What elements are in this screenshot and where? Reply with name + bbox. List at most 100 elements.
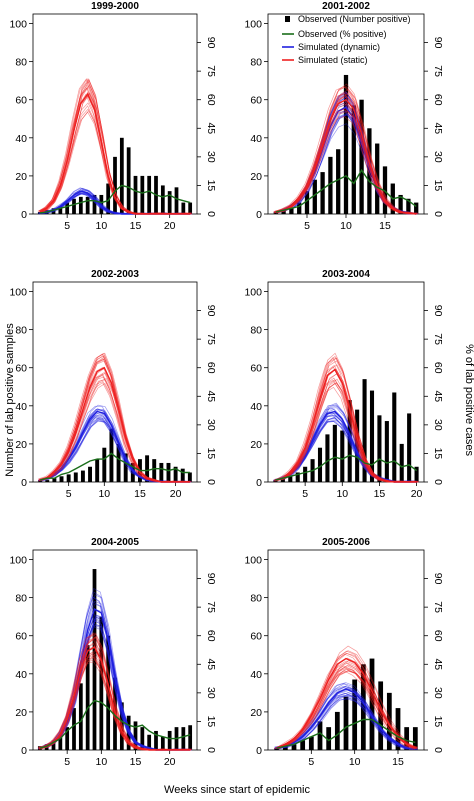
- bar-observed-count: [116, 443, 121, 482]
- series-sim-static-run: [273, 85, 415, 215]
- x-tick-label: 20: [164, 220, 176, 232]
- y2-tick-label: 30: [205, 687, 217, 699]
- bar-observed-count: [188, 202, 193, 214]
- series-sim-static-run: [276, 668, 416, 750]
- bar-observed-count: [140, 727, 145, 750]
- y-tick-label: 80: [15, 57, 27, 69]
- y-tick-label: 20: [250, 707, 262, 719]
- y2-tick-label: 30: [432, 687, 444, 699]
- y-tick-label: 40: [15, 401, 27, 413]
- bar-observed-count: [65, 202, 70, 214]
- series-sim-dynamic-run: [276, 114, 418, 215]
- bar-observed-count: [51, 740, 56, 750]
- bar-observed-count: [369, 658, 375, 750]
- bar-observed-count: [119, 702, 124, 750]
- y-tick-label: 20: [15, 171, 27, 183]
- series-sim-dynamic: [274, 682, 418, 751]
- y2-tick-label: 75: [432, 333, 444, 345]
- series-sim-static: [273, 83, 419, 215]
- bar-observed-count: [72, 708, 76, 750]
- right-axis-label: % of lab positive cases: [463, 344, 474, 456]
- bar-observed-count: [384, 421, 389, 482]
- bar-observed-count: [303, 466, 308, 482]
- bar-observed-count: [328, 156, 333, 214]
- x-tick-label: 10: [95, 220, 107, 232]
- bar-observed-count: [181, 202, 186, 214]
- y2-tick-label: 0: [205, 747, 217, 753]
- series-sim-dynamic-run: [274, 683, 414, 750]
- bar-observed-count: [113, 156, 117, 214]
- x-tick-label: 5: [308, 756, 314, 768]
- y-tick-label: 0: [21, 209, 27, 221]
- series-sim-static-run: [278, 664, 418, 750]
- series-sim-dynamic-run: [276, 404, 419, 483]
- panel-title: 1999-2000: [91, 1, 139, 12]
- bar-observed-count: [173, 466, 178, 482]
- y2-tick-label: 75: [205, 601, 217, 613]
- y2-tick-label: 0: [432, 479, 444, 485]
- bar-observed-count: [414, 466, 419, 482]
- bar-observed-count: [273, 480, 278, 482]
- y-tick-label: 20: [15, 707, 27, 719]
- series-sim-static-line: [276, 657, 416, 749]
- x-tick-label: 10: [340, 220, 352, 232]
- series-sim-dynamic-run: [274, 687, 414, 750]
- bar-observed-count: [297, 202, 302, 214]
- series-sim-dynamic-run: [275, 420, 418, 483]
- series-observed-pct: [275, 454, 418, 481]
- y-tick-label: 0: [256, 477, 262, 489]
- panel-title: 2005-2006: [322, 537, 370, 548]
- bar-observed-count: [130, 462, 135, 482]
- x-tick-label: 5: [64, 756, 70, 768]
- series-sim-static: [38, 632, 192, 751]
- bar-observed-count: [343, 74, 349, 214]
- y-tick-label: 20: [250, 171, 262, 183]
- y-tick-label: 0: [21, 477, 27, 489]
- bar-observed-count: [398, 194, 403, 214]
- y2-tick-label: 15: [205, 180, 217, 192]
- series-observed-pct: [276, 718, 416, 749]
- y2-tick-label: 45: [432, 390, 444, 402]
- y2-tick-label: 30: [432, 151, 444, 163]
- y2-tick-label: 45: [205, 122, 217, 134]
- y-tick-label: 40: [250, 669, 262, 681]
- bar-observed-count: [326, 727, 332, 750]
- legend-swatch-observed-count: [285, 16, 290, 22]
- legend-label-observed-pct: Observed (% positive): [298, 29, 387, 39]
- bar-observed-count: [38, 480, 43, 482]
- y-tick-label: 20: [15, 439, 27, 451]
- panel-2005-2006: 2005-2006 0 20 40 60 80 100 0 15 30 45 60 75 90 5 10 15: [244, 537, 444, 768]
- bar-observed-count: [123, 453, 128, 482]
- x-tick-label: 15: [392, 756, 404, 768]
- series-observed-pct: [39, 184, 191, 214]
- x-tick-label: 10: [98, 488, 110, 500]
- series-sim-static-run: [278, 650, 418, 749]
- bar-observed-count: [147, 175, 152, 214]
- panel-title: 2002-2003: [91, 269, 139, 280]
- y2-tick-label: 30: [205, 151, 217, 163]
- bar-observed-count: [336, 149, 341, 214]
- y2-tick-label: 60: [432, 630, 444, 642]
- bar-observed-count: [395, 708, 401, 750]
- bar-observed-count: [160, 736, 165, 750]
- bar-observed-count: [102, 447, 107, 482]
- bar-observed-count: [187, 472, 192, 482]
- y2-tick-label: 60: [432, 94, 444, 106]
- y2-tick-label: 60: [205, 630, 217, 642]
- bar-observed-count: [334, 711, 340, 750]
- series-observed-pct: [39, 699, 191, 749]
- y2-tick-label: 60: [432, 362, 444, 374]
- bar-observed-count: [188, 725, 193, 750]
- bar-observed-count: [106, 635, 111, 750]
- series-sim-static-run: [277, 111, 418, 215]
- bar-observed-count: [355, 409, 360, 482]
- y-tick-label: 80: [250, 325, 262, 337]
- y2-tick-label: 15: [205, 448, 217, 460]
- bottom-axis-label: Weeks since start of epidemic: [164, 784, 310, 796]
- series-sim-static-line: [275, 98, 417, 215]
- bar-observed-count: [145, 455, 150, 482]
- bar-observed-count: [288, 476, 293, 482]
- y-tick-label: 100: [244, 555, 262, 567]
- y-tick-label: 40: [15, 133, 27, 145]
- bar-observed-count: [360, 664, 366, 750]
